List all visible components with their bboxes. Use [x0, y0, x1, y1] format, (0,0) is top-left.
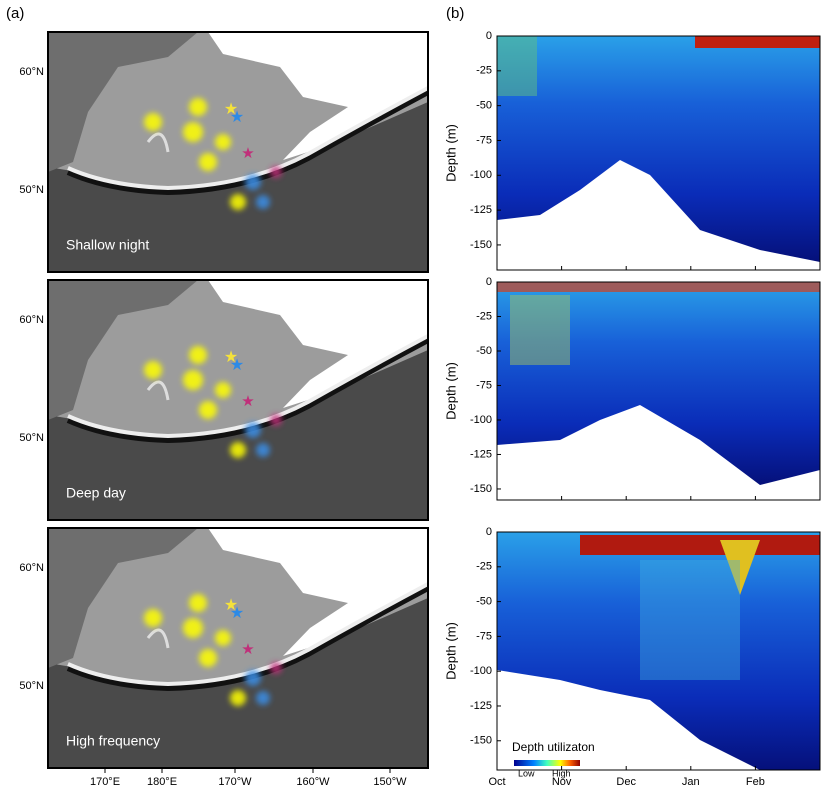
y-tick-label: -125 — [470, 448, 492, 460]
lon-label: 150°W — [373, 776, 407, 788]
lon-label: 170°E — [90, 776, 120, 788]
map-title: High frequency — [66, 733, 160, 749]
y-tick-label: -125 — [470, 700, 492, 712]
colorbar-low: Low — [518, 768, 535, 778]
y-tick-label: -25 — [476, 310, 492, 322]
lat-label: 60°N — [19, 314, 44, 326]
y-tick-label: -100 — [470, 414, 492, 426]
map-title: Deep day — [66, 485, 126, 501]
lon-label: 160°W — [296, 776, 330, 788]
y-tick-label: -150 — [470, 239, 492, 251]
colorbar-title: Depth utilizaton — [512, 740, 595, 754]
panel-label: (a) — [6, 5, 24, 22]
y-axis-label: Depth (m) — [443, 622, 458, 680]
x-tick-label: Nov — [552, 776, 572, 788]
y-tick-label: -75 — [476, 630, 492, 642]
panel-label: (b) — [446, 5, 464, 22]
y-tick-label: -100 — [470, 169, 492, 181]
y-tick-label: 0 — [486, 276, 492, 288]
y-tick-label: -125 — [470, 204, 492, 216]
y-tick-label: -25 — [476, 561, 492, 573]
lat-label: 60°N — [19, 562, 44, 574]
y-tick-label: 0 — [486, 30, 492, 42]
lat-label: 50°N — [19, 432, 44, 444]
x-tick-label: Dec — [616, 776, 636, 788]
y-tick-label: -100 — [470, 665, 492, 677]
heatmaps — [496, 35, 821, 771]
y-tick-label: -25 — [476, 65, 492, 77]
x-tick-label: Jan — [682, 776, 700, 788]
y-tick-label: -75 — [476, 379, 492, 391]
y-axis-label: Depth (m) — [443, 124, 458, 182]
y-tick-label: -150 — [470, 483, 492, 495]
y-tick-label: -50 — [476, 100, 492, 112]
y-tick-label: -150 — [470, 735, 492, 747]
x-tick-label: Oct — [488, 776, 505, 788]
map-title: Shallow night — [66, 237, 149, 253]
lon-label: 170°W — [218, 776, 252, 788]
lon-label: 180°E — [147, 776, 177, 788]
colorbar-high: High — [552, 768, 571, 778]
x-tick-label: Feb — [746, 776, 765, 788]
lat-label: 60°N — [19, 66, 44, 78]
y-tick-label: -50 — [476, 595, 492, 607]
y-tick-label: -50 — [476, 345, 492, 357]
y-axis-label: Depth (m) — [443, 362, 458, 420]
map-panels — [47, 31, 429, 769]
lat-label: 50°N — [19, 184, 44, 196]
y-tick-label: -75 — [476, 134, 492, 146]
lat-label: 50°N — [19, 680, 44, 692]
y-tick-label: 0 — [486, 526, 492, 538]
